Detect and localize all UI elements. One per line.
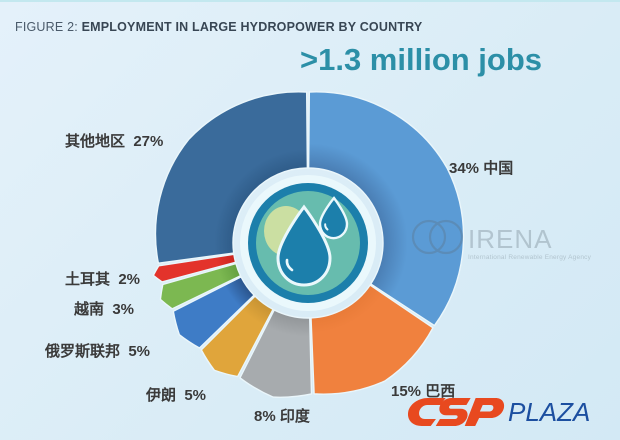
svg-text:PLAZA: PLAZA [508, 397, 590, 427]
svg-text:IRENA: IRENA [468, 224, 552, 254]
svg-text:International Renewable Energy: International Renewable Energy Agency [468, 254, 592, 261]
